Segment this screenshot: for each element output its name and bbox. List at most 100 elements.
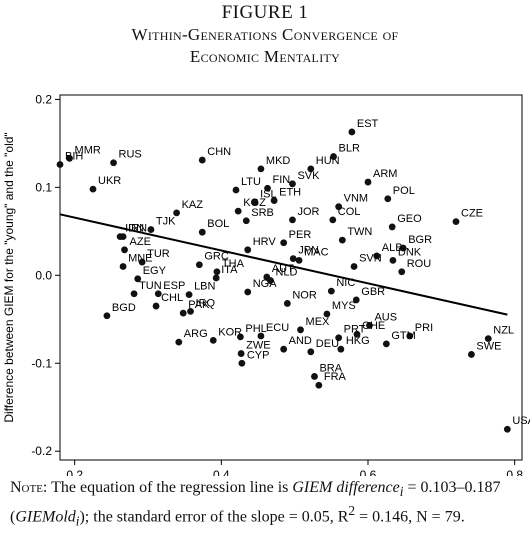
data-point (280, 239, 288, 247)
y-tick-label: 0.1 (35, 180, 52, 194)
data-point (198, 156, 206, 164)
point-label: MMR (75, 144, 101, 156)
data-point (289, 180, 296, 188)
point-label: PRT (344, 324, 366, 336)
point-label: NOR (292, 289, 317, 301)
data-point (353, 330, 361, 338)
point-label: ALB (382, 242, 403, 254)
x-tick-label: 0.2 (66, 468, 83, 476)
plot-frame (59, 94, 523, 461)
point-label: COL (338, 206, 361, 218)
data-point (311, 373, 318, 380)
data-point (119, 233, 127, 241)
point-label: PER (289, 229, 312, 241)
data-point (335, 203, 343, 211)
note-text-a: The equation of the regression line is (47, 479, 293, 496)
data-point (327, 287, 335, 295)
data-point (389, 256, 397, 264)
point-label: AUS (374, 311, 397, 323)
point-label: VNM (344, 193, 368, 205)
point-label: ARG (184, 328, 208, 340)
data-point (130, 290, 138, 298)
data-point (382, 340, 390, 348)
data-point (267, 277, 274, 284)
point-label: BRA (319, 362, 342, 374)
note-eq-sub2: i (75, 513, 80, 529)
point-label: KOR (218, 326, 242, 338)
point-label: EST (357, 118, 379, 130)
point-label: TUN (139, 280, 162, 292)
note-lead: Note: (10, 479, 48, 496)
data-point (468, 351, 475, 358)
y-axis-label: Difference between GIEM for the "young" … (2, 132, 16, 422)
point-label: BIH (65, 150, 83, 162)
data-point (257, 332, 265, 340)
data-point (373, 252, 381, 260)
data-point (179, 309, 187, 317)
point-label: GBR (361, 286, 385, 298)
point-label: GTM (391, 330, 415, 342)
data-point (295, 256, 303, 264)
x-tick-label: 0.8 (506, 468, 523, 476)
point-label: LBN (194, 281, 215, 293)
data-point (384, 195, 392, 203)
point-label: AND (289, 335, 312, 347)
y-tick-label: -0.2 (31, 444, 52, 458)
note-text-d: = 0.146, N = 79. (355, 508, 465, 526)
point-label: SWE (476, 340, 501, 352)
point-label: NGA (253, 278, 278, 290)
data-point (388, 223, 396, 231)
point-label: ARM (373, 168, 397, 180)
point-label: EGY (143, 265, 167, 277)
data-point (244, 288, 252, 296)
data-point (406, 332, 414, 340)
figure-title-line-2: Economic Mentality (189, 47, 341, 66)
data-point (212, 274, 220, 282)
data-point (234, 207, 242, 215)
data-point (56, 161, 64, 168)
point-label: POL (393, 185, 415, 197)
figure-label: FIGURE 1 (221, 2, 309, 23)
data-point (119, 263, 127, 270)
data-point (323, 310, 331, 318)
point-label: PAK (188, 299, 210, 311)
figure-note: Note: The equation of the regression lin… (10, 478, 522, 531)
point-label: FRA (324, 371, 347, 383)
data-point (283, 300, 291, 307)
point-label: BGR (408, 234, 432, 246)
point-label: IRQ (196, 297, 216, 309)
point-label: SRB (251, 207, 274, 219)
point-label: ROU (407, 258, 432, 270)
point-label: KGZ (243, 197, 266, 209)
point-label: ISL (260, 188, 277, 200)
point-label: BLR (339, 143, 360, 155)
data-point (329, 216, 337, 224)
y-tick-label: 0.0 (35, 268, 52, 282)
point-label: IDN (125, 223, 144, 235)
point-label: HRV (253, 236, 277, 248)
data-point (237, 350, 245, 357)
point-label: MYS (332, 300, 356, 312)
note-eq-var: GIEM difference (292, 479, 400, 496)
scatter-chart: 0.20.40.60.80.20.10.0-0.1-0.2GIEM for th… (2, 92, 530, 476)
point-label: ITA (221, 264, 238, 276)
point-label: SVN (359, 253, 382, 265)
data-point (173, 209, 181, 217)
data-point (134, 275, 142, 283)
data-point (503, 425, 511, 433)
data-point (280, 345, 288, 353)
data-point (66, 154, 73, 162)
point-label: CHN (207, 146, 231, 158)
point-label: FIN (273, 174, 291, 186)
data-point (103, 312, 111, 320)
data-point (338, 236, 346, 244)
data-point (147, 226, 155, 233)
point-label: DNK (398, 246, 422, 258)
data-point (335, 334, 343, 342)
point-label: AZE (130, 236, 151, 248)
data-point (185, 291, 193, 299)
point-label: CYP (247, 349, 270, 361)
point-label: GRC (204, 251, 229, 263)
point-label: RUS (119, 149, 142, 161)
data-point (399, 244, 407, 252)
